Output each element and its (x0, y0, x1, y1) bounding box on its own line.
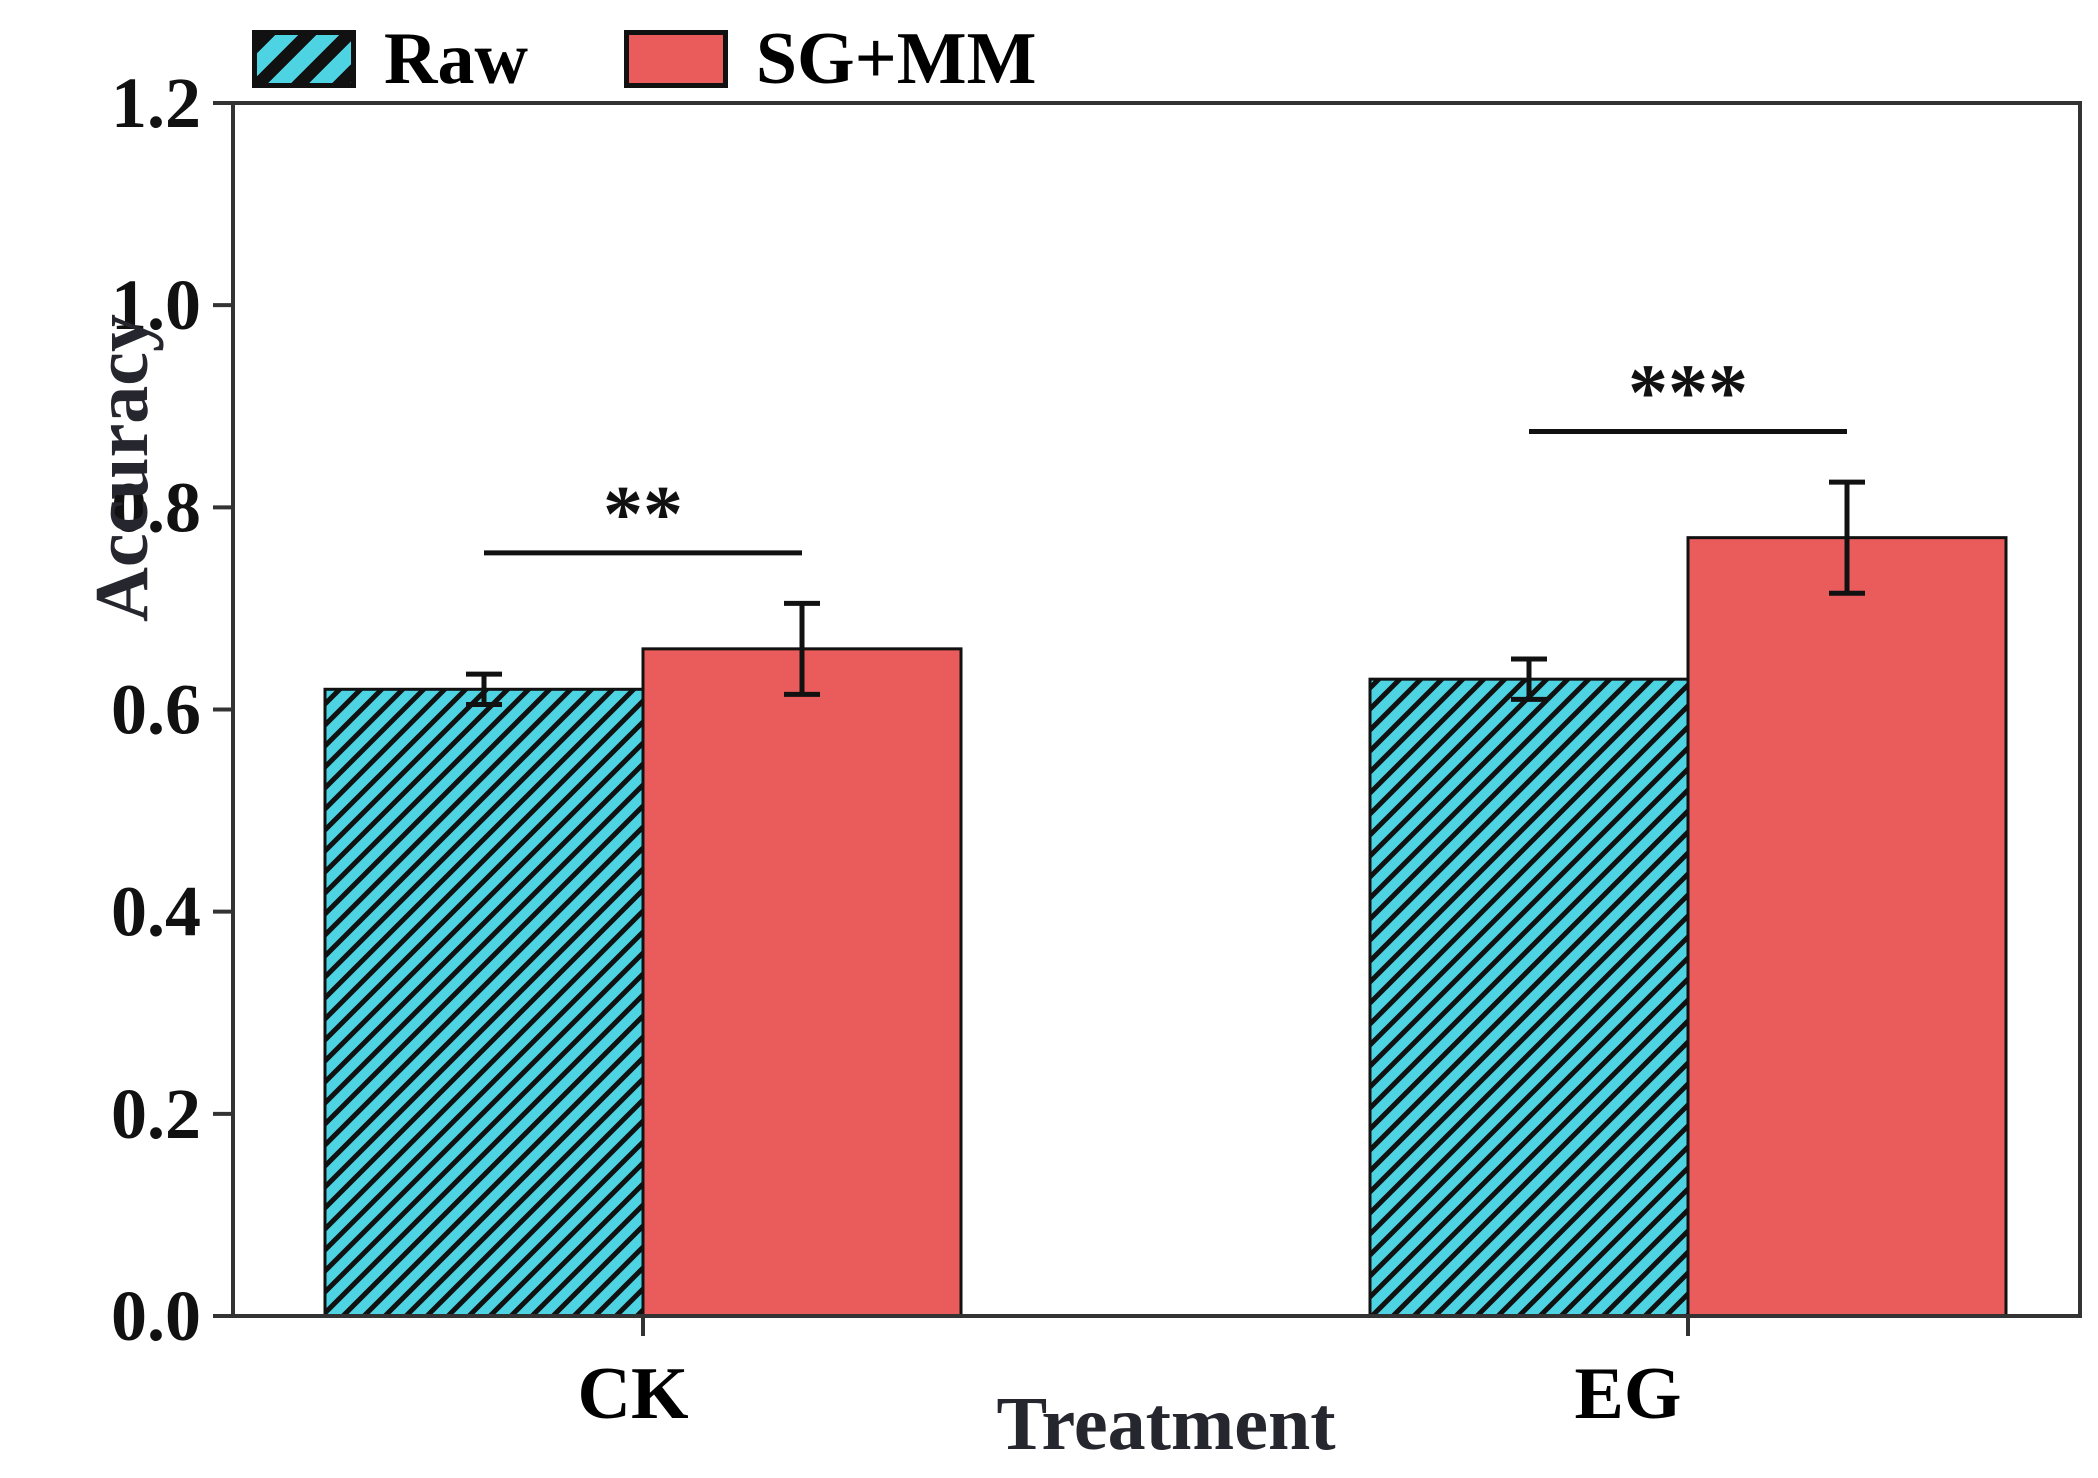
legend-swatch-sgmm (623, 30, 728, 88)
significance-stars-eg: *** (1628, 350, 1748, 438)
legend-swatch-raw-hatched (252, 30, 356, 88)
y-tick-label: 0.2 (111, 1074, 201, 1154)
legend: Raw SG+MM (252, 22, 1036, 96)
bar-ck-sgmm (641, 647, 963, 1318)
y-tick-label: 1.2 (111, 63, 201, 143)
y-tick-label: 0.0 (111, 1276, 201, 1356)
x-tick-label-eg: EG (1575, 1353, 1682, 1435)
y-tick-label: 0.6 (111, 670, 201, 750)
legend-item-sgmm: SG+MM (623, 18, 1037, 100)
significance-stars-ck: ** (603, 471, 683, 559)
y-tick-label: 0.4 (111, 872, 201, 952)
y-tick-label: 1.0 (111, 265, 201, 345)
bar-eg-raw (1368, 677, 1690, 1318)
y-axis-title: Accuracy (80, 313, 164, 623)
x-axis-title: Treatment (996, 1382, 1336, 1466)
legend-item-raw: Raw (252, 22, 528, 96)
bar-ck-raw (323, 687, 645, 1318)
legend-label-sgmm: SG+MM (755, 18, 1037, 100)
legend-label-raw: Raw (384, 18, 528, 100)
y-tick-label: 0.8 (111, 467, 201, 547)
x-tick-label-ck: CK (578, 1353, 689, 1435)
bar-eg-sgmm (1686, 536, 2008, 1318)
